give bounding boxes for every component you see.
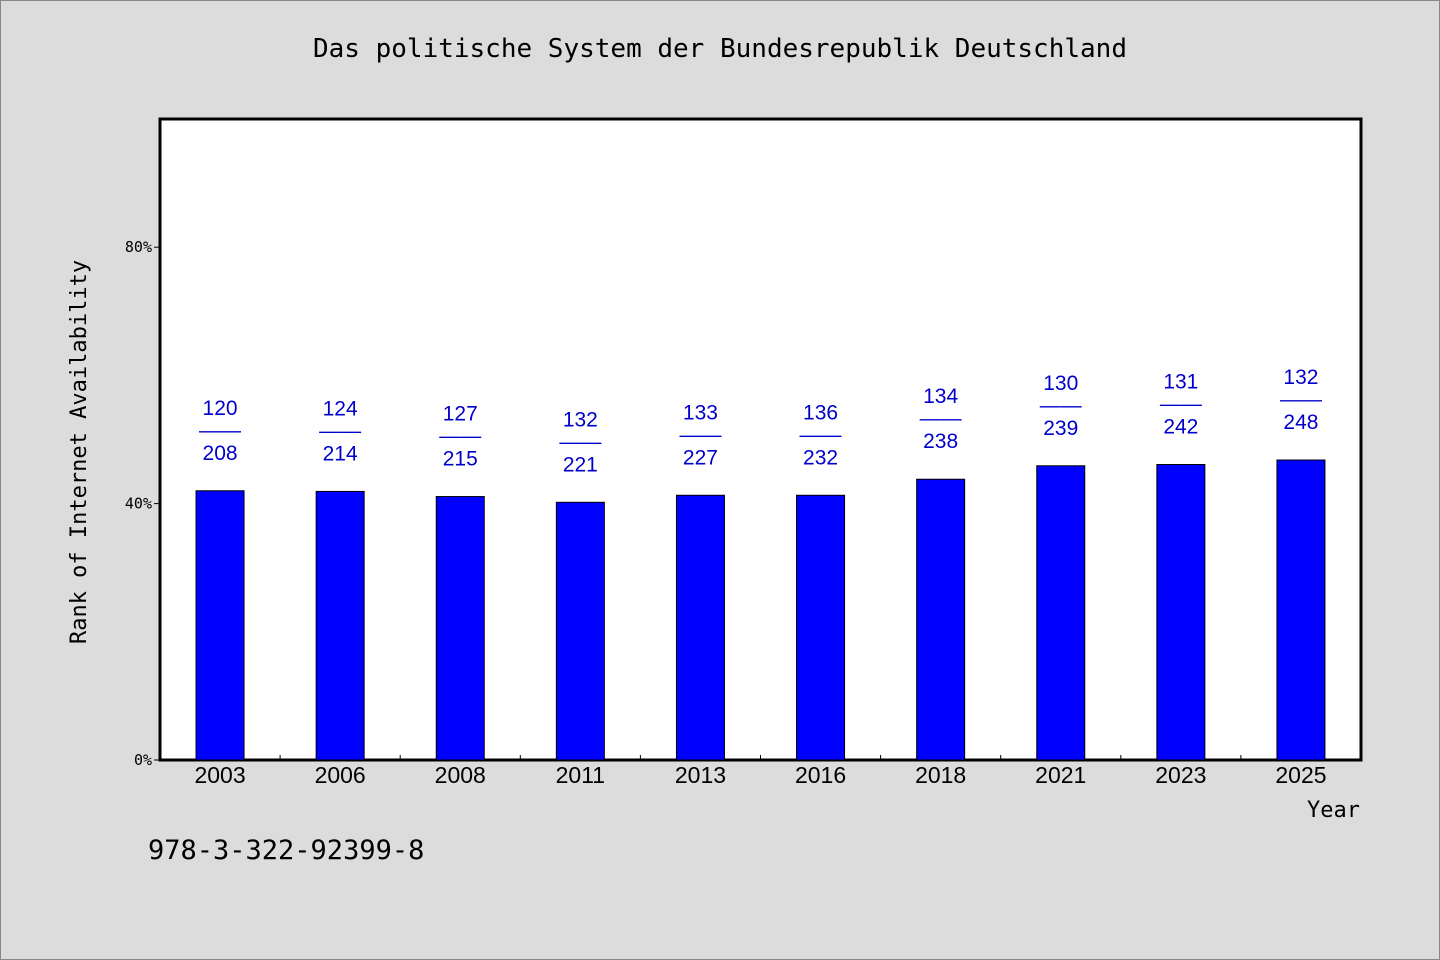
bar-label-bottom: 238	[923, 430, 958, 453]
bar-label-top: 131	[1163, 370, 1198, 393]
y-axis: 0% 40% 80%	[125, 238, 160, 769]
bar-label-separator: ——	[1040, 394, 1082, 417]
x-axis-title: Year	[1307, 798, 1360, 823]
bar-label-bottom: 221	[563, 453, 598, 476]
bar-label-separator: ——	[1160, 392, 1202, 415]
bar-label-top: 136	[803, 401, 838, 424]
bar-label-top: 134	[923, 385, 958, 408]
bar	[555, 501, 605, 761]
bar	[195, 490, 245, 761]
bar-label-bottom: 214	[323, 442, 358, 465]
bar-label-separator: ——	[199, 419, 241, 442]
bar-label-bottom: 227	[683, 446, 718, 469]
x-tick-label: 2021	[1035, 762, 1086, 788]
x-tick-label: 2016	[795, 762, 846, 788]
x-tick-label: 2023	[1155, 762, 1206, 788]
bar-labels-group: 120——208124——214127——215132——221133——227…	[199, 366, 1322, 476]
x-tick-label: 2025	[1275, 762, 1326, 788]
bar-label-separator: ——	[559, 430, 601, 453]
x-tick-label: 2011	[556, 762, 605, 788]
y-axis-title: Rank of Internet Availability	[67, 260, 92, 644]
x-tick-label: 2006	[315, 762, 366, 788]
bar	[1156, 463, 1206, 761]
chart-title: Das politische System der Bundesrepublik…	[313, 34, 1127, 64]
bar-label-top: 133	[683, 401, 718, 424]
bar	[315, 490, 365, 761]
y-tick-label: 80%	[125, 238, 152, 256]
bar	[435, 496, 485, 761]
x-tick-label: 2003	[194, 762, 245, 788]
bar	[1276, 459, 1326, 761]
bar-label-bottom: 242	[1163, 415, 1198, 438]
bar-label-separator: ——	[800, 423, 842, 446]
bar	[916, 478, 966, 761]
bar-label-separator: ——	[439, 425, 481, 448]
bar	[675, 494, 725, 761]
bars-group	[195, 459, 1326, 761]
x-tick-label: 2018	[915, 762, 966, 788]
bar-label-separator: ——	[679, 423, 721, 446]
x-tick-label: 2013	[675, 762, 726, 788]
bar-label-top: 124	[323, 397, 358, 420]
bar-label-separator: ——	[920, 407, 962, 430]
bar-label-bottom: 239	[1043, 417, 1078, 440]
bar	[796, 494, 846, 761]
bar-label-top: 120	[203, 397, 238, 420]
x-tick-label: 2008	[435, 762, 486, 788]
bar-label-bottom: 232	[803, 446, 838, 469]
bar-label-separator: ——	[1280, 388, 1322, 411]
bar-label-top: 127	[443, 403, 478, 426]
bar-label-top: 130	[1043, 372, 1078, 395]
bar-label-bottom: 248	[1283, 411, 1318, 434]
bar	[1036, 465, 1086, 761]
bar-label-separator: ——	[319, 419, 361, 442]
bar-label-top: 132	[1283, 366, 1318, 389]
y-tick-label: 40%	[125, 495, 152, 513]
x-axis: 2003 2006 2008 2011 2013 2016 2018 2021 2023 2025	[194, 755, 1327, 788]
bar-label-bottom: 208	[203, 442, 238, 465]
bar-label-top: 132	[563, 408, 598, 431]
y-tick-label: 0%	[134, 751, 152, 769]
isbn-footer: 978-3-322-92399-8	[148, 835, 425, 866]
bar-label-bottom: 215	[443, 448, 478, 471]
